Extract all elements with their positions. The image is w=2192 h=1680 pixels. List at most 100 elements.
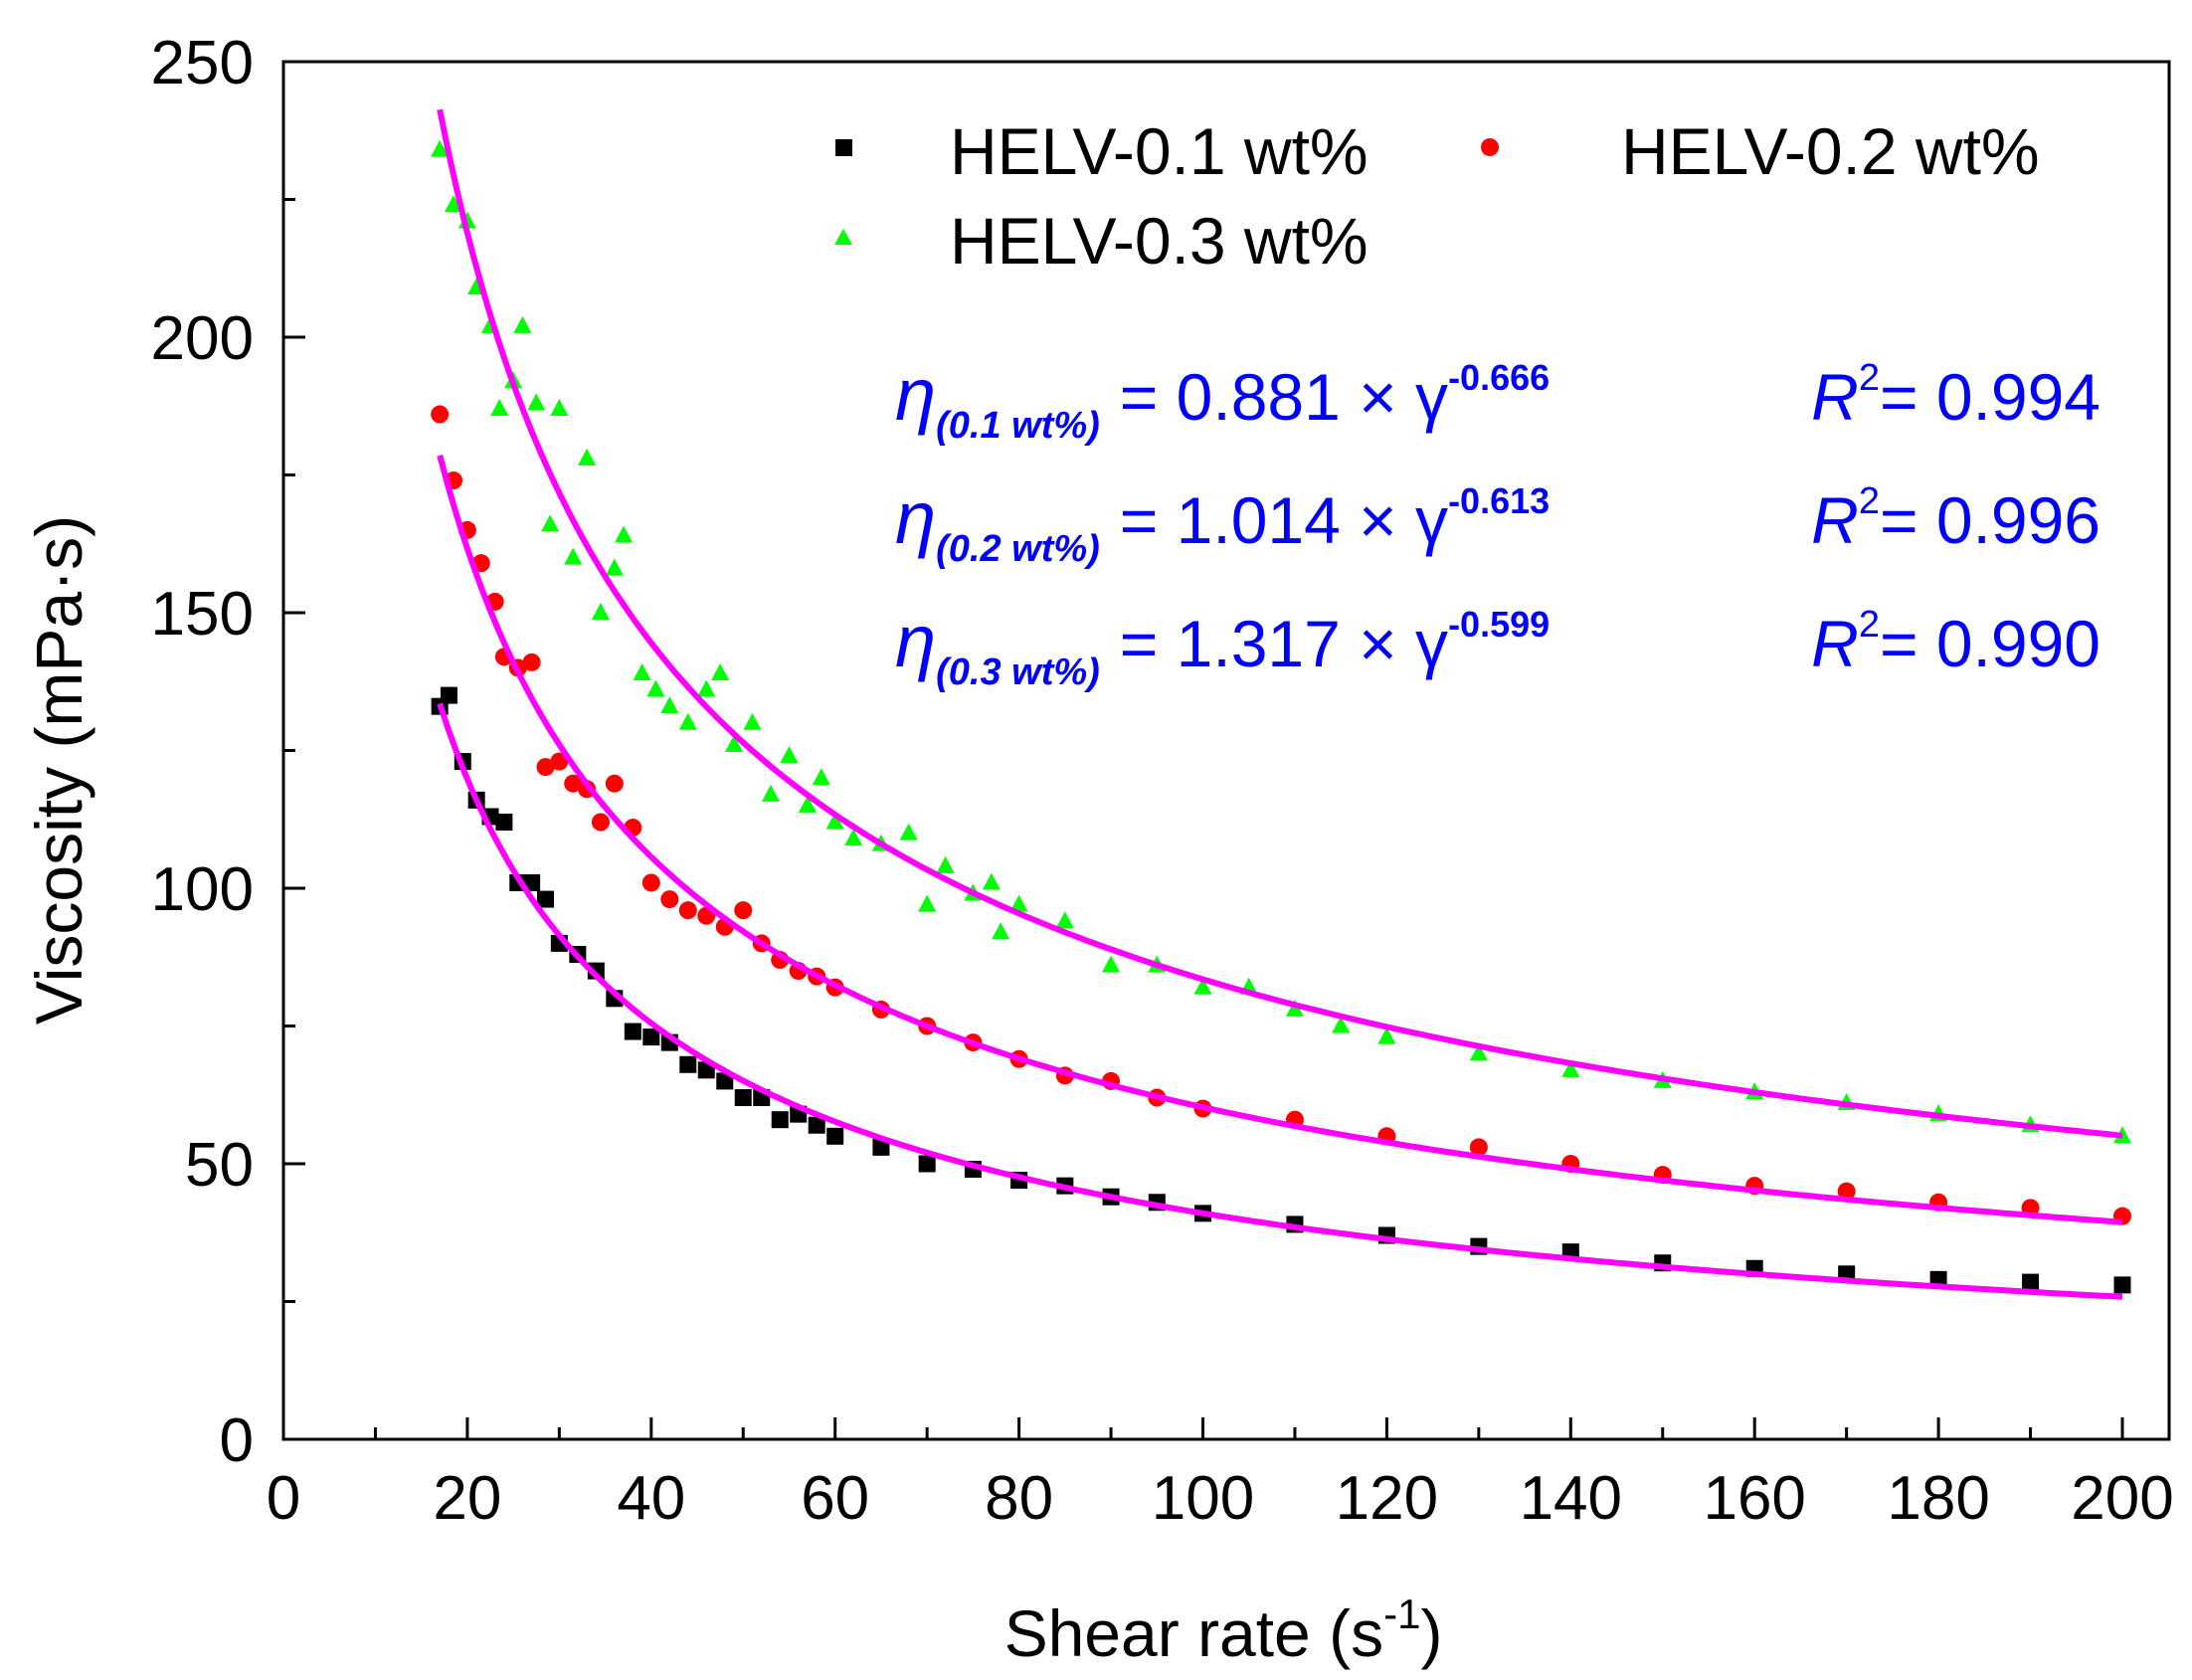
data-point <box>564 547 583 565</box>
axes <box>281 60 2171 1441</box>
eta-symbol: η <box>895 476 936 559</box>
data-point <box>899 823 918 840</box>
y-axis-title: Viscosity (mPa·s) <box>22 515 95 1025</box>
equation-exponent: -0.613 <box>1448 480 1550 521</box>
data-point <box>982 872 1001 890</box>
tick-labels: 0 20 40 60 80 100 120 140 160 180 200 0 50 100 150 200 2… <box>151 29 2174 1533</box>
data-point <box>591 603 610 620</box>
data-point <box>1009 894 1028 912</box>
x-tick-label: 100 <box>1152 1464 1254 1533</box>
data-point <box>918 1155 936 1173</box>
legend-label-helv-0.2: HELV-0.2 wt% <box>1621 114 2040 188</box>
data-point <box>798 795 817 813</box>
r-letter: R <box>1811 483 1859 557</box>
r-letter: R <box>1811 607 1859 680</box>
equation-body: = 1.317 × γ <box>1120 607 1448 680</box>
x-tick-label: 60 <box>801 1464 869 1533</box>
legend: HELV-0.1 wt% HELV-0.2 wt% HELV-0.3 wt% <box>834 114 2040 278</box>
data-point <box>725 734 744 752</box>
data-point <box>1837 1182 1856 1201</box>
data-point <box>872 1138 890 1156</box>
r-power: 2 <box>1859 480 1880 522</box>
data-point <box>825 812 844 830</box>
y-tick-label: 0 <box>220 1406 254 1475</box>
fit-curve-1 <box>437 702 2123 1300</box>
legend-label-helv-0.1: HELV-0.1 wt% <box>950 114 1369 188</box>
x-tick-label: 160 <box>1703 1464 1805 1533</box>
data-point <box>591 813 610 832</box>
data-point <box>550 752 569 771</box>
data-point <box>1055 911 1074 929</box>
data-point <box>550 399 569 417</box>
svg-text:η(0.1 wt%)= 0.881 × γ-0.666: η(0.1 wt%) = 0.881 × γ-0.666 <box>895 353 1550 447</box>
data-point <box>536 758 555 777</box>
data-point <box>641 873 660 892</box>
data-point <box>678 712 697 730</box>
data-point <box>646 679 665 697</box>
data-point <box>564 774 583 793</box>
x-tick-label: 20 <box>433 1464 501 1533</box>
legend-marker-helv-0.2 <box>1481 138 1499 156</box>
legend-marker-helv-0.1 <box>835 139 852 156</box>
equation-exponent: -0.599 <box>1448 604 1550 645</box>
data-point <box>1469 1138 1488 1157</box>
data-point <box>605 774 624 793</box>
data-point <box>697 679 716 697</box>
data-point <box>536 890 554 908</box>
equation-body: = 0.881 × γ <box>1120 360 1448 434</box>
data-point <box>527 393 546 411</box>
data-point <box>605 558 624 576</box>
data-point <box>1102 955 1121 973</box>
x-tick-label: 120 <box>1336 1464 1438 1533</box>
fit-curve-3 <box>437 108 2123 1139</box>
y-tick-label: 200 <box>151 304 254 373</box>
data-point <box>1561 1059 1580 1077</box>
data-point <box>445 195 463 213</box>
data-point <box>678 901 697 920</box>
data-point <box>679 1055 697 1073</box>
data-point <box>1193 977 1212 995</box>
data-point <box>642 1028 660 1046</box>
data-point <box>431 139 450 157</box>
data-point <box>624 1023 641 1040</box>
data-point <box>826 1127 844 1145</box>
x-axis-title: Shear rate (s-1) <box>1005 1590 1443 1670</box>
x-tick-label: 80 <box>985 1464 1053 1533</box>
r-power: 2 <box>1859 604 1880 646</box>
equation-exponent: -0.666 <box>1448 357 1550 398</box>
y-tick-label: 50 <box>185 1131 254 1200</box>
data-point <box>495 814 513 832</box>
eta-symbol: η <box>895 353 936 436</box>
eta-subscript: (0.2 wt%) <box>936 528 1100 570</box>
r-power: 2 <box>1859 357 1880 399</box>
data-point <box>771 1111 789 1129</box>
data-point <box>780 746 799 764</box>
x-tick-label: 0 <box>267 1464 300 1533</box>
data-point <box>844 829 863 846</box>
data-point <box>1469 1043 1488 1061</box>
legend-marker-helv-0.3 <box>834 229 852 245</box>
equation-row-3: η(0.3 wt%) = 1.317 × γ-0.599 R2= 0.990 <box>895 600 2101 693</box>
svg-text:R2= 0.994: R2= 0.994 <box>1811 357 2101 434</box>
y-tick-label: 150 <box>151 580 254 649</box>
svg-text:R2= 0.996: R2= 0.996 <box>1811 480 2101 557</box>
data-point <box>2113 1276 2131 1294</box>
data-point <box>633 662 651 680</box>
equation-row-2: η(0.2 wt%) = 1.014 × γ-0.613 R2= 0.996 <box>895 476 2101 570</box>
data-point <box>513 315 532 333</box>
eta-subscript: (0.3 wt%) <box>936 652 1100 693</box>
r-value: = 0.990 <box>1880 607 2101 680</box>
y-tick-label: 100 <box>151 855 254 924</box>
x-tick-label: 180 <box>1887 1464 1989 1533</box>
data-point <box>660 890 679 909</box>
data-point <box>1332 1016 1351 1033</box>
data-point <box>1377 1027 1396 1044</box>
y-tick-label: 250 <box>151 29 254 97</box>
data-point <box>522 653 541 671</box>
r-value: = 0.996 <box>1880 483 2101 557</box>
x-axis-title-superscript: -1 <box>1383 1590 1420 1637</box>
data-point <box>716 1072 734 1090</box>
data-point <box>743 712 762 730</box>
fit-curves <box>437 108 2123 1300</box>
